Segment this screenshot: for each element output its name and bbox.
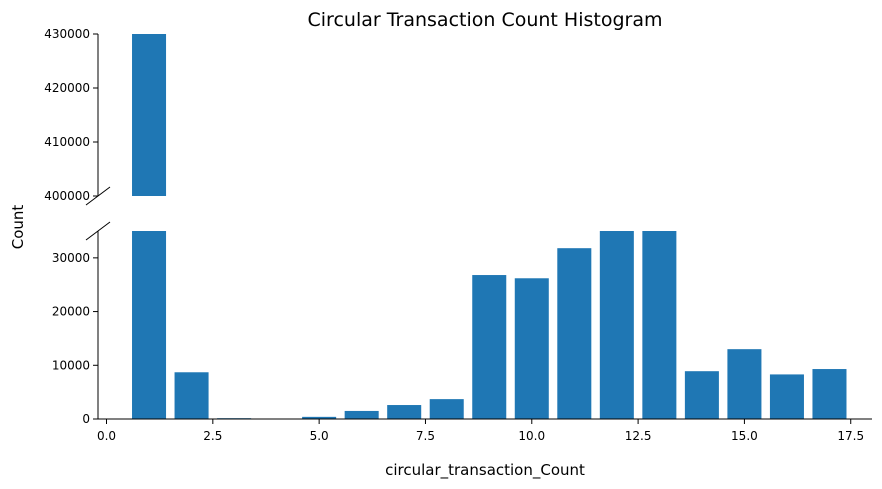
chart-title: Circular Transaction Count Histogram [308, 9, 663, 31]
x-tick-label: 15.0 [731, 429, 758, 443]
x-tick-label: 7.5 [416, 429, 435, 443]
lower-y-tick-label: 0 [82, 412, 90, 426]
bar-lower [387, 405, 422, 419]
x-tick-label: 0.0 [97, 429, 116, 443]
upper-y-tick-label: 410000 [44, 135, 90, 149]
x-tick-label: 12.5 [625, 429, 652, 443]
bar-lower [174, 372, 209, 419]
bar-lower [599, 231, 634, 419]
bar-lower [642, 231, 677, 419]
upper-y-tick-label: 420000 [44, 81, 90, 95]
lower-bars-group [132, 231, 847, 419]
upper-y-tick-label: 400000 [44, 189, 90, 203]
axis-break-mark [85, 221, 111, 241]
ticks-group: 400000 410000 420000 430000 0 10000 20000 30000… [44, 27, 864, 443]
x-tick-label: 2.5 [203, 429, 222, 443]
x-axis-label: circular_transaction_Count [385, 461, 585, 480]
y-axis-label: Count [9, 205, 27, 250]
bar-lower [302, 416, 337, 419]
lower-y-tick-label: 30000 [52, 251, 90, 265]
bar-upper [132, 34, 167, 196]
axes-group [85, 34, 872, 420]
bar-lower [769, 374, 804, 419]
lower-y-tick-label: 20000 [52, 305, 90, 319]
bar-lower [684, 371, 719, 419]
upper-bars-group [132, 34, 167, 196]
bar-lower [429, 399, 464, 419]
upper-y-tick-label: 430000 [44, 27, 90, 41]
x-tick-label: 17.5 [837, 429, 864, 443]
bar-lower [514, 278, 549, 419]
bar-lower [344, 410, 379, 419]
bar-lower [727, 349, 762, 419]
bar-lower [472, 275, 507, 419]
bar-lower [132, 231, 167, 419]
bar-lower [812, 369, 847, 419]
bar-lower [557, 248, 592, 419]
x-tick-label: 5.0 [310, 429, 329, 443]
lower-y-tick-label: 10000 [52, 358, 90, 372]
x-tick-label: 10.0 [518, 429, 545, 443]
